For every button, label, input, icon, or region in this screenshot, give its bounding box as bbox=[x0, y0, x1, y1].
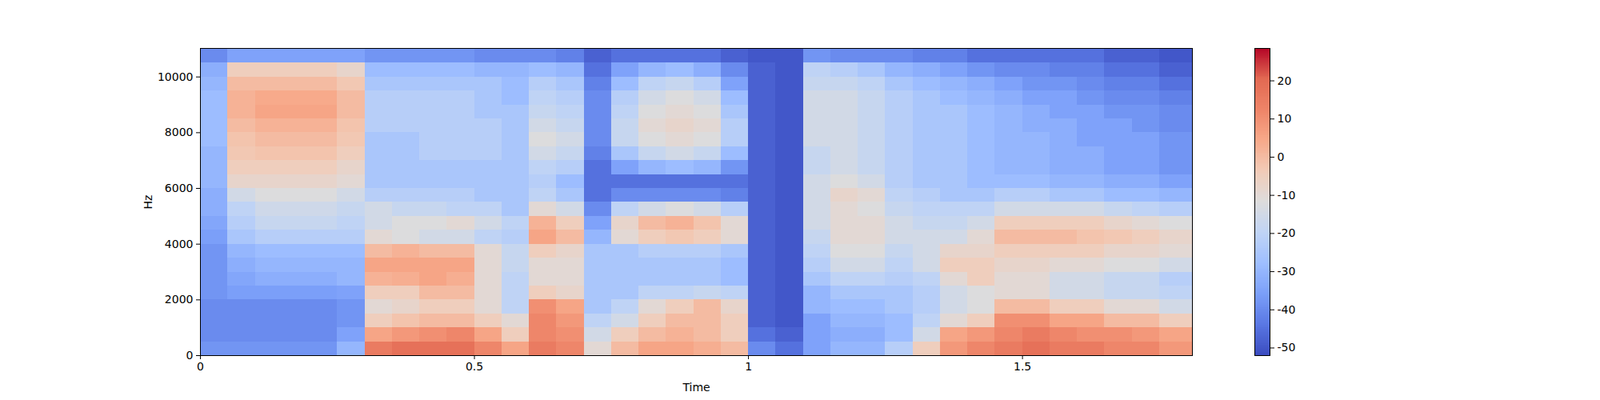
svg-text:6000: 6000 bbox=[164, 181, 194, 195]
svg-text:1.5: 1.5 bbox=[1013, 360, 1032, 373]
svg-text:2000: 2000 bbox=[164, 292, 194, 306]
svg-text:-10: -10 bbox=[1277, 188, 1296, 202]
svg-text:0: 0 bbox=[1277, 150, 1285, 164]
svg-text:8000: 8000 bbox=[164, 125, 194, 139]
svg-text:10: 10 bbox=[1277, 112, 1292, 125]
svg-text:4000: 4000 bbox=[164, 237, 194, 251]
svg-text:Hz: Hz bbox=[141, 195, 155, 210]
svg-text:1: 1 bbox=[744, 360, 752, 373]
svg-text:20: 20 bbox=[1277, 74, 1292, 88]
svg-text:-40: -40 bbox=[1277, 303, 1296, 316]
svg-text:-20: -20 bbox=[1277, 226, 1296, 240]
svg-text:-50: -50 bbox=[1277, 340, 1296, 354]
svg-text:-30: -30 bbox=[1277, 264, 1296, 278]
svg-text:0.5: 0.5 bbox=[465, 360, 484, 373]
svg-text:0: 0 bbox=[186, 348, 194, 362]
svg-text:Time: Time bbox=[681, 380, 710, 394]
svg-text:0: 0 bbox=[196, 360, 204, 373]
svg-text:10000: 10000 bbox=[157, 70, 194, 84]
